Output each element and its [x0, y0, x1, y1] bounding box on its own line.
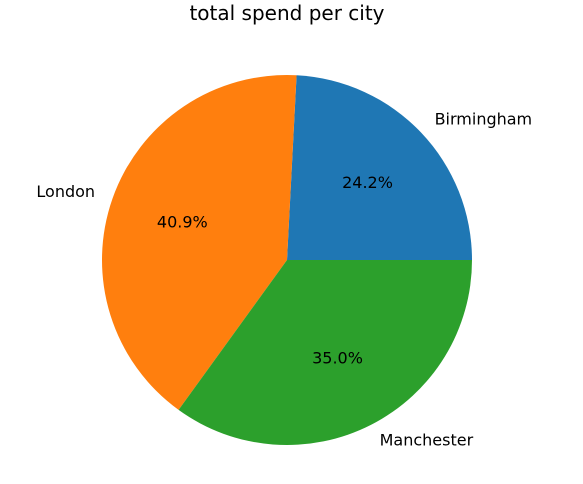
pie-slice-london	[101, 75, 297, 410]
slice-label-birmingham: Birmingham	[435, 109, 533, 128]
chart-title: total spend per city	[189, 1, 384, 25]
pie-slice-manchester	[178, 260, 472, 446]
slice-label-manchester: Manchester	[380, 431, 474, 450]
pie-slices	[101, 75, 472, 446]
pie-labels: Birmingham 24.2% London 40.9% Manchester 35.0…	[36, 109, 532, 449]
pct-label-manchester: 35.0%	[312, 348, 363, 367]
pct-label-birmingham: 24.2%	[342, 173, 393, 192]
pie-slice-birmingham	[287, 75, 472, 261]
pct-label-london: 40.9%	[157, 213, 208, 232]
slice-label-london: London	[36, 182, 95, 201]
